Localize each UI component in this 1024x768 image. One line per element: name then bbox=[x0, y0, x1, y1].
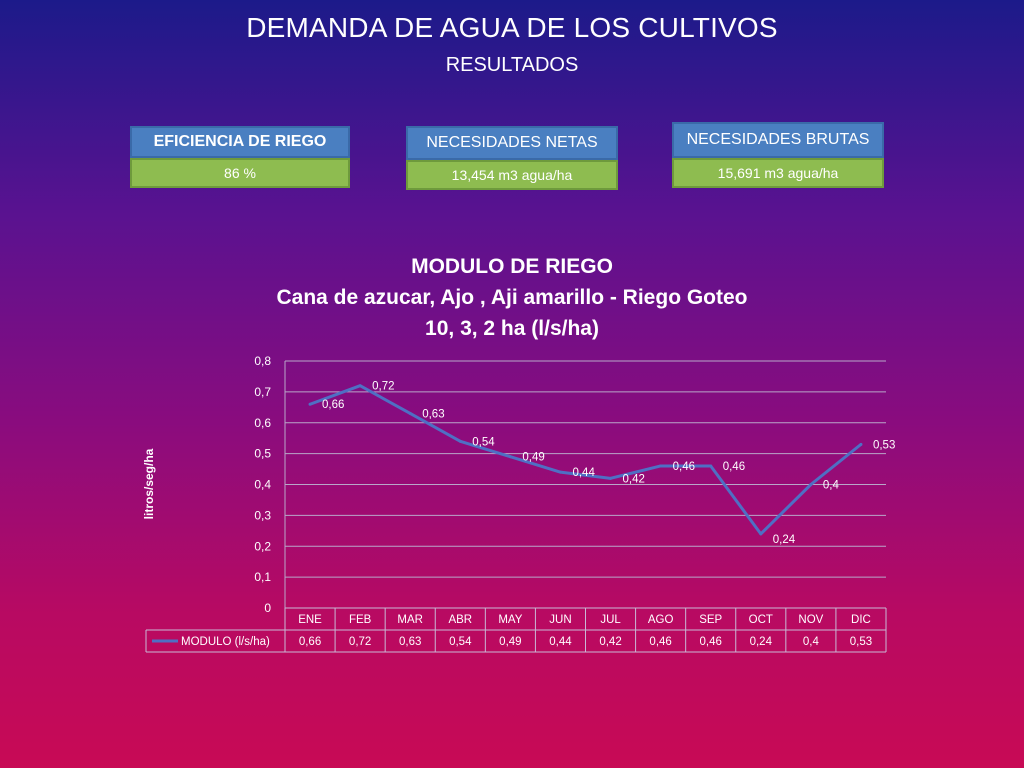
chart-grid bbox=[284, 360, 886, 609]
card-eficiencia: EFICIENCIA DE RIEGO 86 % bbox=[130, 126, 350, 192]
x-tick-label: OCT bbox=[749, 614, 773, 626]
data-point bbox=[859, 442, 863, 446]
y-tick-label: 0,6 bbox=[254, 416, 271, 430]
data-label: 0,4 bbox=[823, 480, 840, 492]
x-tick-label: FEB bbox=[349, 614, 372, 626]
data-labels: 0,66 0,72 0,63 0,54 0,49 0,44 0,42 0,46 0,46 0,24… bbox=[322, 381, 895, 546]
card-eficiencia-label: EFICIENCIA DE RIEGO bbox=[130, 126, 350, 158]
x-tick-label: AGO bbox=[648, 614, 674, 626]
y-tick-label: 0,3 bbox=[254, 508, 271, 522]
data-point bbox=[458, 439, 462, 443]
table-cell-value: 0,53 bbox=[850, 636, 872, 648]
table-cell-value: 0,4 bbox=[803, 636, 820, 648]
chart-title-line-2: Cana de azucar, Ajo , Aji amarillo - Rie… bbox=[276, 286, 748, 309]
chart-series bbox=[308, 384, 863, 536]
data-label: 0,54 bbox=[472, 436, 495, 448]
x-tick-label: DIC bbox=[851, 614, 871, 626]
card-netas-value: 13,454 m3 agua/ha bbox=[406, 160, 618, 190]
y-tick-labels: 0 0,1 0,2 0,3 0,4 0,5 0,6 0,7 0,8 bbox=[254, 354, 271, 615]
x-tick-label: JUN bbox=[549, 614, 571, 626]
table-cell-value: 0,44 bbox=[549, 636, 572, 648]
table-cell-value: 0,42 bbox=[599, 636, 621, 648]
y-tick-label: 0,1 bbox=[254, 570, 271, 584]
chart-title-line-3: 10, 3, 2 ha (l/s/ha) bbox=[425, 317, 599, 340]
data-point bbox=[659, 464, 663, 468]
table-cell-value: 0,63 bbox=[399, 636, 421, 648]
data-label: 0,46 bbox=[723, 461, 745, 473]
data-label: 0,63 bbox=[422, 408, 444, 420]
data-label: 0,49 bbox=[522, 452, 544, 464]
data-point bbox=[358, 384, 362, 388]
table-cell-value: 0,66 bbox=[299, 636, 321, 648]
data-label: 0,53 bbox=[873, 439, 895, 451]
x-tick-label: MAR bbox=[397, 614, 423, 626]
data-label: 0,24 bbox=[773, 534, 796, 546]
data-point bbox=[609, 476, 613, 480]
data-point bbox=[308, 402, 312, 406]
data-point bbox=[558, 470, 562, 474]
data-label: 0,46 bbox=[673, 461, 695, 473]
data-label: 0,42 bbox=[623, 473, 645, 485]
data-label: 0,44 bbox=[572, 467, 595, 479]
table-cell-value: 0,24 bbox=[750, 636, 773, 648]
page-title: DEMANDA DE AGUA DE LOS CULTIVOS bbox=[246, 12, 778, 43]
y-tick-label: 0,4 bbox=[254, 478, 271, 492]
card-necesidades-netas: NECESIDADES NETAS 13,454 m3 agua/ha bbox=[406, 126, 618, 194]
data-table: ENE FEB MAR ABR MAY JUN JUL AGO SEP OCT NOV DIC MODU… bbox=[145, 607, 887, 653]
card-brutas-label: NECESIDADES BRUTAS bbox=[672, 122, 884, 158]
y-axis-label: litros/seg/ha bbox=[142, 448, 156, 519]
data-point bbox=[408, 411, 412, 415]
y-tick-label: 0,8 bbox=[254, 354, 271, 368]
card-netas-label: NECESIDADES NETAS bbox=[406, 126, 618, 160]
card-necesidades-brutas: NECESIDADES BRUTAS 15,691 m3 agua/ha bbox=[672, 122, 884, 192]
page-subtitle: RESULTADOS bbox=[445, 54, 579, 76]
x-tick-label: JUL bbox=[600, 614, 621, 626]
table-cell-value: 0,54 bbox=[449, 636, 472, 648]
y-tick-label: 0,5 bbox=[254, 447, 271, 461]
data-label: 0,66 bbox=[322, 399, 344, 411]
data-point bbox=[809, 483, 813, 486]
chart-title-line-1: MODULO DE RIEGO bbox=[411, 255, 613, 278]
table-cell-value: 0,72 bbox=[349, 636, 371, 648]
card-brutas-value: 15,691 m3 agua/ha bbox=[672, 158, 884, 188]
card-eficiencia-value: 86 % bbox=[130, 158, 350, 188]
x-tick-label: ENE bbox=[298, 614, 322, 626]
data-label: 0,72 bbox=[372, 381, 394, 393]
y-tick-label: 0,7 bbox=[254, 385, 271, 399]
table-cell-value: 0,49 bbox=[499, 636, 521, 648]
table-cell-value: 0,46 bbox=[649, 636, 671, 648]
x-tick-label: NOV bbox=[798, 614, 823, 626]
x-tick-label: MAY bbox=[498, 614, 522, 626]
series-line bbox=[309, 384, 862, 536]
data-point bbox=[759, 532, 763, 536]
data-point bbox=[508, 455, 512, 459]
table-cell-value: 0,46 bbox=[700, 636, 722, 648]
x-tick-label: SEP bbox=[699, 614, 722, 626]
legend-series-name: MODULO (l/s/ha) bbox=[181, 636, 270, 648]
x-tick-label: ABR bbox=[448, 614, 472, 626]
data-point bbox=[709, 464, 713, 468]
y-tick-label: 0 bbox=[264, 601, 271, 615]
y-tick-label: 0,2 bbox=[254, 539, 271, 553]
